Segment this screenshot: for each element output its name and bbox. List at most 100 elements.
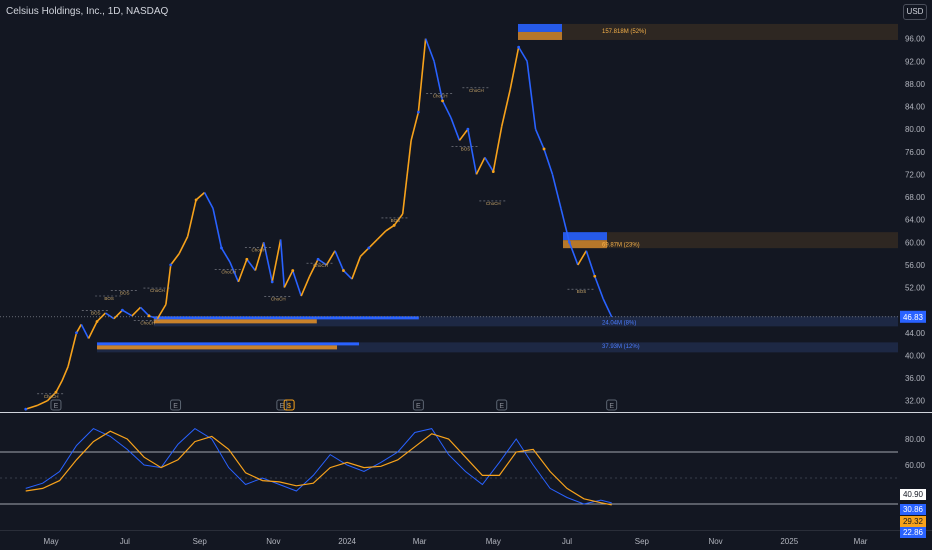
event-marker-label: E [499, 403, 504, 410]
structure-label: BOS [577, 289, 587, 294]
time-tick: 2025 [780, 537, 798, 546]
time-tick: Sep [635, 537, 650, 546]
price-point [542, 147, 546, 151]
price-point [466, 127, 470, 131]
price-segment [410, 111, 420, 141]
price-point [491, 170, 495, 173]
price-segment [351, 256, 362, 280]
price-tick: 56.00 [905, 261, 926, 270]
price-segment [61, 366, 69, 382]
price-tick: 68.00 [905, 193, 926, 202]
price-segment [441, 100, 452, 119]
structure-label: ChoCH [221, 269, 236, 274]
price-segment [359, 247, 370, 257]
price-segment [220, 247, 231, 263]
price-segment [55, 380, 63, 393]
price-segment [148, 315, 158, 320]
price-segment [212, 208, 223, 249]
price-segment [551, 174, 562, 209]
time-tick: May [44, 537, 59, 546]
price-segment [577, 250, 587, 266]
price-segment [368, 238, 378, 249]
volume-zone [97, 342, 899, 353]
price-tick: 32.00 [905, 397, 926, 406]
price-tick: 36.00 [905, 374, 926, 383]
volume-bar-up [97, 345, 338, 350]
price-segment [156, 304, 167, 320]
osc-signal-line [25, 430, 612, 506]
volume-bar-up [563, 240, 607, 249]
event-marker-label: E [280, 403, 285, 410]
price-point [75, 331, 78, 335]
price-point [220, 246, 223, 250]
price-tick: 64.00 [905, 216, 926, 225]
price-segment [334, 250, 345, 271]
structure-label: ChoCH [140, 320, 155, 325]
price-segment [433, 61, 444, 102]
price-segment [585, 250, 596, 277]
price-tick: 40.00 [905, 351, 926, 360]
price-segment [509, 46, 520, 90]
volume-bar-down [97, 342, 360, 346]
price-segment [291, 270, 302, 297]
currency-button[interactable]: USD [903, 4, 927, 20]
price-segment [105, 312, 115, 320]
price-segment [543, 148, 554, 175]
event-marker [412, 399, 424, 411]
price-point [194, 198, 198, 202]
price-tick: 76.00 [905, 148, 926, 157]
price-point [245, 257, 249, 261]
structure-label: ChoCH [486, 201, 501, 206]
time-tick: 2024 [338, 537, 356, 546]
price-segment [385, 224, 395, 232]
chart-title: Celsius Holdings, Inc., 1D, NASDAQ [6, 6, 169, 17]
price-point [270, 280, 274, 284]
price-segment [526, 61, 537, 130]
price-segment [262, 242, 273, 283]
event-marker-label: E [54, 403, 59, 410]
osc-value-badge [900, 504, 926, 515]
price-segment [602, 298, 613, 318]
volume-bar-down [153, 316, 419, 320]
price-point [416, 110, 420, 114]
time-tick: May [486, 537, 501, 546]
osc-value-label: 22.86 [903, 528, 924, 537]
time-tick: Nov [708, 537, 722, 546]
price-segment [401, 140, 412, 215]
price-segment [113, 309, 123, 320]
osc-value-line [25, 427, 612, 505]
price-point [95, 320, 99, 323]
price-point [147, 314, 151, 318]
price-point [441, 99, 444, 103]
time-tick: Jul [120, 537, 130, 546]
price-segment [492, 126, 503, 172]
event-marker [606, 399, 618, 411]
price-tick: 60.00 [905, 238, 926, 247]
event-marker-label: E [609, 403, 614, 410]
osc-value-label: 40.90 [903, 490, 924, 499]
price-segment [80, 323, 90, 339]
price-tick: 88.00 [905, 80, 926, 89]
time-tick: Nov [266, 537, 280, 546]
structure-label: BOS [391, 218, 401, 223]
price-point [593, 274, 597, 278]
price-segment [283, 270, 294, 288]
event-marker-label: E [416, 403, 421, 410]
structure-label: ChoCH [433, 93, 448, 98]
price-tick: 96.00 [905, 35, 926, 44]
price-tick: 84.00 [905, 103, 926, 112]
time-tick: Mar [854, 537, 868, 546]
price-segment [560, 208, 571, 243]
volume-zone [607, 232, 898, 249]
time-tick: Jul [562, 537, 572, 546]
price-segment [121, 309, 133, 317]
time-tick: Mar [413, 537, 427, 546]
price-segment [131, 306, 142, 317]
volume-bar-down [518, 23, 562, 32]
price-point [291, 269, 295, 272]
price-segment [534, 128, 545, 150]
price-point [24, 407, 28, 411]
price-segment [417, 38, 427, 113]
price-segment [37, 399, 48, 406]
